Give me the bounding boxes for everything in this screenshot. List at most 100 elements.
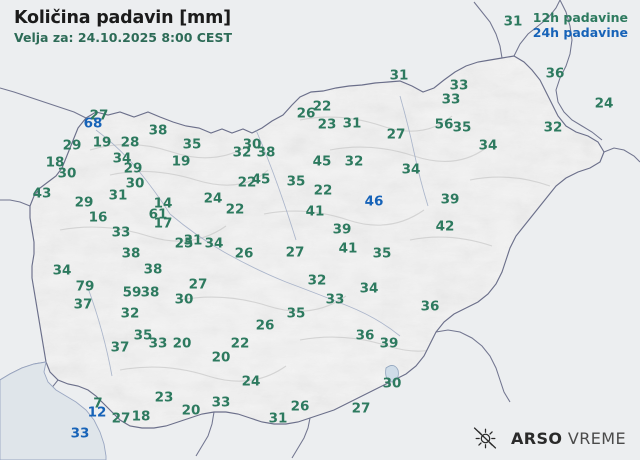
observation-label: 29 [62, 137, 82, 154]
observation-label: 26 [255, 317, 275, 334]
observation-label: 38 [140, 284, 160, 301]
observation-label: 32 [543, 119, 563, 136]
observation-label: 22 [313, 182, 333, 199]
observation-label: 35 [286, 173, 306, 190]
map-header: Količina padavin [mm] Velja za: 24.10.20… [14, 8, 232, 46]
observation-label: 35 [372, 245, 392, 262]
observation-label: 12 [87, 404, 107, 421]
observation-label: 34 [112, 150, 132, 167]
page-title: Količina padavin [mm] [14, 8, 231, 28]
observation-label: 38 [256, 144, 276, 161]
brand-name-strong: ARSO [510, 428, 563, 448]
observation-label: 42 [435, 218, 455, 235]
observation-label: 35 [452, 119, 472, 136]
observation-label: 24 [594, 95, 614, 112]
lake [385, 365, 399, 383]
observation-label: 39 [332, 221, 352, 238]
observation-label: 32 [232, 144, 252, 161]
observation-label: 32 [120, 305, 140, 322]
observation-label: 33 [148, 335, 168, 352]
observation-label: 46 [364, 193, 384, 210]
observation-label: 43 [32, 185, 52, 202]
observation-label: 61 [148, 206, 168, 223]
observation-label: 35 [182, 136, 202, 153]
observation-label: 33 [441, 91, 461, 108]
observation-label: 31 [183, 232, 203, 249]
observation-label: 17 [153, 215, 173, 232]
observation-label: 27 [285, 244, 305, 261]
observation-label: 31 [503, 13, 523, 30]
observation-label: 38 [143, 261, 163, 278]
observation-label: 33 [211, 394, 231, 411]
observation-label: 16 [88, 209, 108, 226]
observation-label: 26 [234, 245, 254, 262]
observation-label: 38 [148, 122, 168, 139]
observation-label: 30 [382, 375, 402, 392]
observation-label: 26 [296, 105, 316, 122]
observation-label: 30 [174, 291, 194, 308]
observation-label: 27 [351, 400, 371, 417]
observation-label: 20 [211, 349, 231, 366]
observation-label: 22 [225, 201, 245, 218]
observation-label: 35 [133, 327, 153, 344]
observation-label: 19 [92, 134, 112, 151]
observation-label: 31 [268, 410, 288, 427]
adriatic-sea [0, 361, 107, 460]
observation-label: 27 [386, 126, 406, 143]
sun-rays-icon [473, 427, 497, 449]
observation-label: 24 [203, 190, 223, 207]
observation-label: 41 [338, 240, 358, 257]
observation-label: 24 [241, 373, 261, 390]
arso-vreme-logo[interactable]: ARSO VREME [472, 426, 626, 450]
observation-label: 39 [379, 335, 399, 352]
observation-label: 31 [108, 187, 128, 204]
observation-label: 39 [440, 191, 460, 208]
observation-label: 36 [355, 327, 375, 344]
observation-label: 59 [122, 284, 142, 301]
observation-label: 37 [110, 339, 130, 356]
observation-label: 30 [57, 165, 77, 182]
observation-label: 23 [317, 116, 337, 133]
observation-label: 35 [286, 305, 306, 322]
observation-label: 27 [188, 276, 208, 293]
observation-label: 38 [121, 245, 141, 262]
observation-label: 29 [123, 160, 143, 177]
observation-label: 32 [307, 272, 327, 289]
observation-label: 27 [89, 107, 109, 124]
observation-label: 30 [125, 175, 145, 192]
legend-item-12h: 12h padavine [532, 10, 628, 25]
observation-label: 26 [290, 398, 310, 415]
legend-item-24h: 24h padavine [532, 25, 628, 40]
observation-label: 27 [111, 410, 131, 427]
observation-label: 18 [45, 154, 65, 171]
observation-label: 29 [74, 194, 94, 211]
observation-label: 31 [342, 115, 362, 132]
observation-label: 20 [181, 402, 201, 419]
observation-label: 22 [237, 174, 257, 191]
observation-label: 28 [120, 134, 140, 151]
river-network [87, 95, 429, 377]
observation-label: 14 [153, 195, 173, 212]
observation-label: 30 [242, 136, 262, 153]
observation-label: 34 [478, 137, 498, 154]
observation-label: 33 [449, 77, 469, 94]
observation-label: 34 [204, 235, 224, 252]
observation-label: 34 [359, 280, 379, 297]
observation-label: 36 [545, 65, 565, 82]
observation-label: 33 [70, 425, 90, 442]
observation-label: 25 [174, 235, 194, 252]
observation-label: 31 [389, 67, 409, 84]
observation-label: 33 [111, 224, 131, 241]
observation-label: 34 [401, 161, 421, 178]
observation-label: 19 [171, 153, 191, 170]
observation-label: 37 [73, 296, 93, 313]
brand-name-light: VREME [562, 428, 626, 448]
observation-label: 18 [131, 408, 151, 425]
observation-label: 22 [312, 98, 332, 115]
observation-label: 20 [172, 335, 192, 352]
observation-label: 36 [420, 298, 440, 315]
observation-label: 34 [52, 262, 72, 279]
